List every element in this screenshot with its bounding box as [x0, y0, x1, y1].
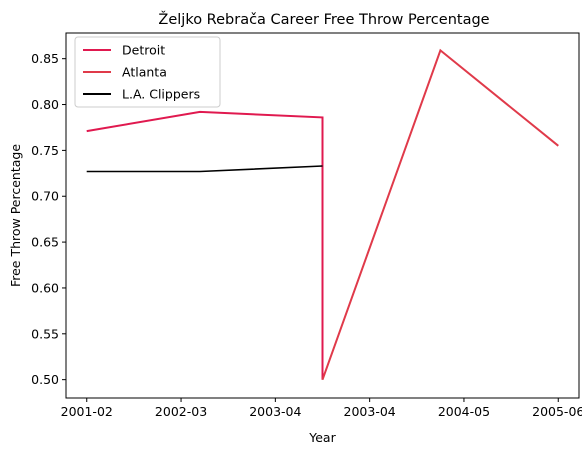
legend: Detroit Atlanta L.A. Clippers: [74, 36, 221, 108]
y-tick-label-0: 0.50: [31, 372, 59, 387]
y-tick-label-3: 0.65: [31, 235, 59, 250]
y-tick-label-7: 0.85: [31, 51, 59, 66]
y-axis-label: Free Throw Percentage: [8, 144, 23, 287]
y-tick-label-5: 0.75: [31, 143, 59, 158]
chart-title: Željko Rebrača Career Free Throw Percent…: [158, 10, 489, 28]
x-tick-label-3: 2003-04: [344, 404, 396, 419]
y-axis: 0.50 0.55 0.60 0.65 0.70 0.75 0.80 0.85: [31, 51, 66, 387]
plot-frame: [65, 32, 580, 399]
x-axis: 2001-02 2002-03 2003-04 2003-04 2004-05 2005-…: [61, 398, 582, 419]
legend-label-2: L.A. Clippers: [122, 87, 200, 102]
y-tick-label-2: 0.60: [31, 280, 59, 295]
series-line-2: [86, 165, 323, 173]
x-tick-label-1: 2002-03: [155, 404, 207, 419]
legend-box: [74, 36, 221, 108]
y-tick-label-6: 0.80: [31, 97, 59, 112]
plot-area: [86, 48, 559, 381]
y-tick-label-1: 0.55: [31, 326, 59, 341]
x-axis-label: Year: [308, 430, 336, 445]
y-tick-label-4: 0.70: [31, 189, 59, 204]
series-line-1: [321, 48, 559, 381]
legend-label-0: Detroit: [122, 43, 165, 58]
series-line-0: [86, 110, 324, 380]
x-tick-label-2: 2003-04: [249, 404, 301, 419]
x-tick-label-5: 2005-06: [532, 404, 582, 419]
x-tick-label-4: 2004-05: [438, 404, 490, 419]
legend-label-1: Atlanta: [122, 65, 167, 80]
x-tick-label-0: 2001-02: [61, 404, 113, 419]
